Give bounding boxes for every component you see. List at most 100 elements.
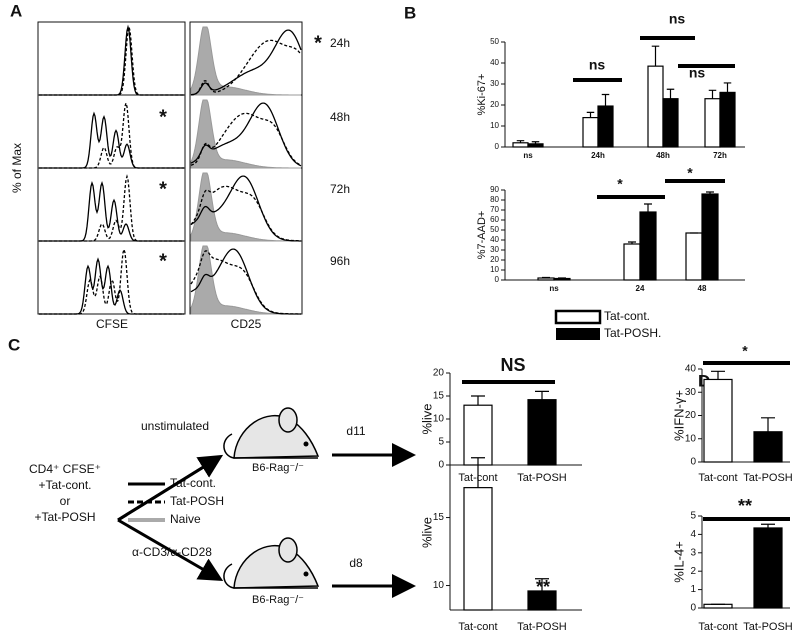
diagram-text: or <box>60 494 71 508</box>
flow-histogram <box>39 111 184 169</box>
x-tick-label: 24h <box>591 151 605 160</box>
error-bar <box>644 203 652 212</box>
mouse-label: B6-Rag⁻/⁻ <box>252 462 304 474</box>
day-label: d11 <box>346 424 365 438</box>
error-bar <box>558 277 566 279</box>
bar <box>582 116 599 148</box>
flow-histogram <box>190 99 301 169</box>
significance: * <box>617 176 623 192</box>
diagram-text: CD4⁺ CFSE⁺ <box>29 462 101 476</box>
diagram-text: +Tat-cont. <box>38 478 91 492</box>
star: * <box>314 32 322 54</box>
y-tick-label: 30 <box>685 387 697 398</box>
bar <box>701 193 719 281</box>
mouse-icon <box>223 537 320 589</box>
bar <box>527 143 544 148</box>
y-tick-label: 0 <box>438 460 444 471</box>
panel-label: B <box>404 3 416 22</box>
error-bar <box>761 523 775 528</box>
y-axis-label: %Ki-67+ <box>476 74 488 116</box>
bar <box>753 527 783 609</box>
y-tick-label: 10 <box>685 433 697 444</box>
x-tick-label: 48h <box>656 151 670 160</box>
significance: ns <box>589 57 606 73</box>
mouse-eye <box>303 441 309 447</box>
flow-histogram <box>190 102 302 167</box>
mouse-ear <box>278 537 298 563</box>
x-tick-label: 48 <box>698 284 707 293</box>
x-axis-label: CD25 <box>231 317 262 331</box>
error-bar <box>535 578 549 591</box>
bar <box>537 277 555 281</box>
error-bar <box>531 141 540 144</box>
error-bar <box>761 417 775 432</box>
x-tick-label: Tat-POSH <box>743 621 793 633</box>
mouse-tail <box>223 563 235 589</box>
error-bar <box>471 395 485 406</box>
y-tick-label: 20 <box>433 368 445 379</box>
y-tick-label: 40 <box>490 58 499 67</box>
bar <box>512 142 529 148</box>
significance: ** <box>738 496 752 516</box>
y-tick-label: 0 <box>495 275 500 284</box>
time-label: 48h <box>330 110 350 124</box>
condition: unstimulated <box>141 419 209 433</box>
y-axis-label: %IL-4+ <box>671 541 686 583</box>
y-tick-label: 20 <box>490 100 499 109</box>
flow-histogram <box>190 112 302 166</box>
y-tick-label: 40 <box>685 364 697 375</box>
y-tick-label: 10 <box>433 580 445 591</box>
mouse-body <box>233 414 320 459</box>
y-tick-label: 20 <box>685 410 697 421</box>
y-tick-label: 10 <box>490 121 499 130</box>
bar <box>553 277 571 281</box>
error-bar <box>535 390 549 400</box>
significance: ns <box>689 65 706 81</box>
star: * <box>159 178 167 200</box>
y-tick-label: 80 <box>490 195 499 204</box>
y-tick-label: 70 <box>490 205 499 214</box>
y-tick-label: 40 <box>490 235 499 244</box>
y-tick-label: 15 <box>433 391 445 402</box>
y-tick-label: 0 <box>690 603 696 614</box>
flow-histogram <box>39 24 184 96</box>
bar <box>662 98 679 148</box>
x-tick-label: Tat-cont <box>698 472 737 484</box>
y-tick-label: 0 <box>690 457 696 468</box>
bar <box>719 91 736 148</box>
flow-histogram <box>39 247 184 315</box>
panel-label: A <box>10 1 22 20</box>
significance: NS <box>500 355 525 375</box>
significance: * <box>687 165 693 181</box>
bar <box>703 378 733 463</box>
time-label: 96h <box>330 254 350 268</box>
flow-histogram <box>39 174 184 242</box>
condition: α-CD3/α-CD28 <box>132 545 212 559</box>
x-axis-label: CFSE <box>96 317 128 331</box>
flow-histograms <box>39 24 302 315</box>
y-axis-label: %live <box>419 403 434 434</box>
bar <box>463 487 493 611</box>
error-bar <box>706 191 714 194</box>
error-bar <box>723 82 732 93</box>
error-bar <box>542 276 550 279</box>
y-tick-label: 5 <box>690 511 696 522</box>
y-tick-label: 5 <box>438 437 444 448</box>
legend-label: Naive <box>170 512 201 526</box>
y-tick-label: 60 <box>490 215 499 224</box>
bar <box>639 211 657 281</box>
y-axis-label: %IFN-γ+ <box>671 390 686 441</box>
y-tick-label: 50 <box>490 37 499 46</box>
x-tick-label: Tat-cont <box>698 621 737 633</box>
error-bar <box>666 88 675 99</box>
error-bar <box>516 140 525 143</box>
bar <box>527 399 557 466</box>
legend-label: Tat-POSH. <box>604 326 661 340</box>
mouse-body <box>233 544 320 589</box>
y-tick-label: 10 <box>433 414 445 425</box>
error-bar <box>471 457 485 488</box>
y-tick-label: 2 <box>690 566 696 577</box>
y-tick-label: 1 <box>690 584 696 595</box>
arrow <box>117 454 224 522</box>
